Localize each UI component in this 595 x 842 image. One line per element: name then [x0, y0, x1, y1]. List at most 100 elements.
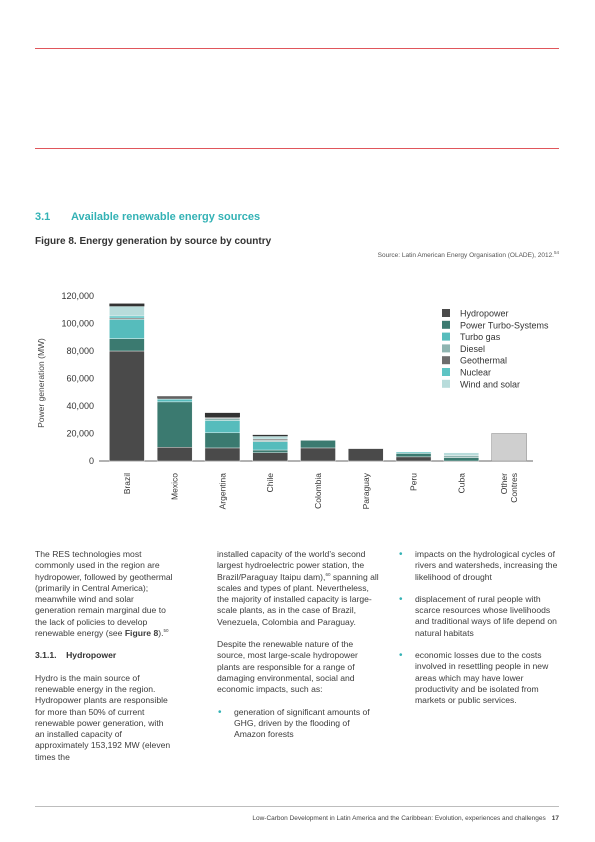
x-tick-text: Peru: [409, 473, 419, 491]
x-tick-label: Argentina: [217, 473, 227, 510]
bar-segment-diesel: [443, 455, 480, 458]
y-tick-label: 100,000: [61, 319, 94, 329]
text-column-3: • impacts on the hydrological cycles of r…: [398, 549, 558, 718]
bar-segment-hydropower: [300, 447, 336, 462]
bar-segment-top: [157, 396, 193, 398]
col1-paragraph-2: Hydro is the main source of renewable en…: [35, 672, 171, 762]
bullet-dot-icon: •: [218, 706, 222, 718]
bullet-item: • economic losses due to the costs involv…: [399, 650, 549, 706]
bar-segment-top: [252, 434, 288, 437]
subsection-heading: 3.1.1. Hydropower: [35, 650, 117, 661]
legend-swatch: [442, 344, 450, 353]
bar-segment-geothermal: [109, 317, 145, 320]
text-column-2: installed capacity of the world’s second…: [217, 549, 379, 751]
bar-segment-turbo-gas: [204, 420, 241, 434]
col2-paragraph-1: installed capacity of the world’s second…: [217, 549, 379, 627]
bullet-item: • generation of significant amounts of GH…: [218, 706, 370, 740]
legend-label: Hydropower: [460, 309, 509, 319]
section-title: Available renewable energy sources: [71, 211, 261, 223]
x-tick-text: Brazil: [122, 473, 132, 494]
x-tick-text: Paraguay: [361, 472, 371, 509]
x-tick-label: Other Contres: [499, 473, 519, 503]
bar-segment-wind-and-solar: [109, 306, 145, 317]
bar-segment-turbo-gas: [252, 441, 288, 451]
bar-segment-diesel: [252, 440, 288, 442]
bar-other-countries: [491, 433, 527, 462]
x-tick-text: Contres: [509, 473, 519, 503]
bar-segment-turbo-gas: [156, 398, 193, 403]
bullet-dot-icon: •: [399, 650, 403, 662]
bar-segment-hydropower: [204, 447, 241, 462]
x-tick-label: Mexico: [170, 473, 180, 500]
y-tick-label: 20,000: [66, 429, 94, 439]
legend-swatch: [442, 309, 450, 317]
top-rule-2: [35, 148, 559, 149]
x-tick-text: Chile: [265, 473, 275, 493]
footer-text: Low-Carbon Development in Latin America …: [252, 815, 546, 822]
bar-segment-turbo-gas: [395, 451, 432, 454]
bar-segment-geothermal: [252, 438, 288, 441]
legend-swatch: [442, 332, 450, 341]
page-number: 17: [551, 815, 559, 822]
x-tick-label: Brazil: [122, 473, 132, 494]
bar-segment-power-turbo-systems: [156, 401, 193, 448]
bullet-dot-icon: •: [399, 593, 403, 605]
legend-swatch: [442, 368, 450, 376]
y-tick-label: 80,000: [66, 346, 94, 356]
bar-segment-nuclear: [109, 315, 145, 319]
bar-segment-hydropower: [395, 456, 432, 462]
x-tick-label: Colombia: [313, 473, 323, 509]
bar-segment-turbo-gas: [109, 319, 145, 339]
bar-segment-wind-and-solar: [252, 436, 288, 440]
figure-title: Figure 8. Energy generation by source by…: [35, 236, 272, 247]
text-column-1: The RES technologies most commonly used …: [35, 549, 173, 774]
bar-segment-power-turbo-systems: [204, 432, 241, 449]
legend-label: Wind and solar: [460, 379, 520, 389]
bullet-dot-icon: •: [399, 549, 403, 560]
y-tick-label: 0: [89, 456, 94, 466]
legend-label: Nuclear: [460, 368, 491, 378]
bar-segment-geothermal: [204, 416, 241, 419]
bar-segment-power-turbo-systems: [395, 453, 432, 458]
bullet-item: • impacts on the hydrological cycles of r…: [399, 549, 558, 582]
legend-swatch: [442, 320, 450, 329]
x-tick-text: Colombia: [313, 473, 323, 509]
bar-segment-power-turbo-systems: [300, 440, 336, 449]
col2-paragraph-2: Despite the renewable nature of the sour…: [217, 639, 358, 695]
bar-segment-hydropower: [156, 447, 193, 462]
bar-segment-power-turbo-systems: [109, 338, 145, 352]
x-tick-text: Other: [499, 473, 509, 494]
bar-segment-diesel: [204, 418, 241, 421]
x-tick-text: Cuba: [456, 473, 466, 494]
bar-segment-power-turbo-systems: [443, 457, 480, 462]
footer-rule: [35, 806, 559, 807]
bar-segment-power-turbo-systems: [252, 449, 288, 453]
page-footer: Low-Carbon Development in Latin America …: [35, 815, 559, 822]
legend-swatch: [442, 379, 450, 388]
legend-label: Geothermal: [460, 356, 507, 366]
x-tick-label: Peru: [409, 473, 419, 491]
y-axis-label: Power generation (MW): [36, 338, 46, 428]
x-tick-text: Argentina: [217, 473, 227, 510]
legend-label: Turbo gas: [460, 332, 501, 342]
figure-source: Source: Latin American Energy Organisati…: [377, 250, 559, 260]
bar-segment-hydropower: [109, 350, 145, 462]
legend-label: Diesel: [460, 344, 485, 354]
y-tick-label: 40,000: [66, 401, 94, 411]
legend-swatch: [442, 356, 450, 365]
legend-label: Power Turbo-Systems: [460, 320, 549, 330]
top-rule-1: [35, 48, 559, 49]
bar-segment-top: [204, 412, 240, 417]
x-tick-label: Chile: [265, 473, 275, 493]
bar-segment-wind-and-solar: [443, 452, 480, 456]
bar-segment-geothermal: [156, 397, 193, 400]
y-tick-label: 60,000: [66, 374, 94, 384]
bar-segment-hydropower: [348, 448, 384, 462]
section-number: 3.1: [35, 211, 51, 223]
bullet-item: • displacement of rural people with scarc…: [399, 593, 557, 638]
bar-segment-hydropower: [252, 452, 288, 462]
col1-paragraph-1: The RES technologies most commonly used …: [35, 549, 173, 639]
x-tick-text: Mexico: [170, 473, 180, 500]
y-tick-label: 120,000: [61, 291, 94, 301]
bar-segment-top: [109, 303, 145, 307]
